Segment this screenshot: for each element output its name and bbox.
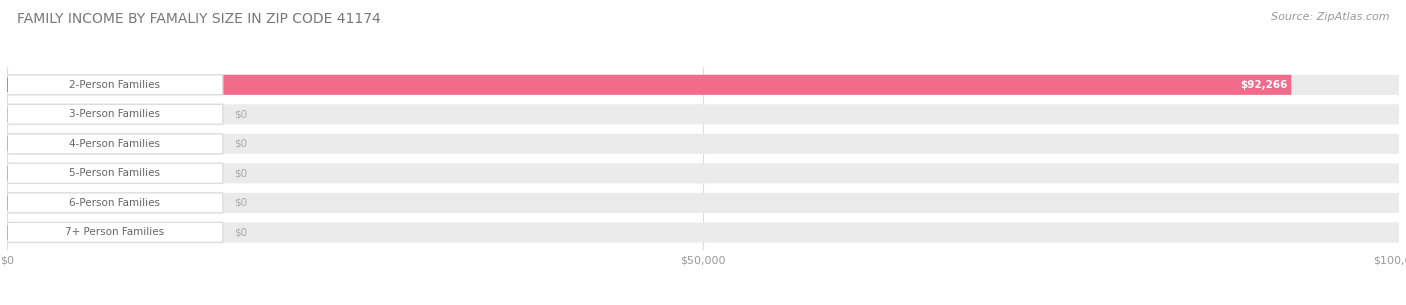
Text: 6-Person Families: 6-Person Families <box>69 198 160 208</box>
FancyBboxPatch shape <box>7 104 1399 124</box>
FancyBboxPatch shape <box>7 134 222 154</box>
Text: $92,266: $92,266 <box>1240 80 1286 90</box>
Text: 7+ Person Families: 7+ Person Families <box>65 228 165 237</box>
Text: $0: $0 <box>233 198 247 208</box>
Text: $0: $0 <box>233 139 247 149</box>
Text: 2-Person Families: 2-Person Families <box>69 80 160 90</box>
Text: FAMILY INCOME BY FAMALIY SIZE IN ZIP CODE 41174: FAMILY INCOME BY FAMALIY SIZE IN ZIP COD… <box>17 12 381 26</box>
FancyBboxPatch shape <box>7 75 1291 95</box>
FancyBboxPatch shape <box>7 75 1399 95</box>
Text: Source: ZipAtlas.com: Source: ZipAtlas.com <box>1271 12 1389 22</box>
FancyBboxPatch shape <box>7 193 1399 213</box>
Text: $0: $0 <box>233 228 247 237</box>
FancyBboxPatch shape <box>7 163 222 183</box>
Text: 3-Person Families: 3-Person Families <box>69 109 160 119</box>
FancyBboxPatch shape <box>7 163 1399 183</box>
Text: 5-Person Families: 5-Person Families <box>69 168 160 178</box>
Text: $0: $0 <box>233 168 247 178</box>
FancyBboxPatch shape <box>7 222 1399 242</box>
FancyBboxPatch shape <box>7 222 222 242</box>
FancyBboxPatch shape <box>7 134 1399 154</box>
FancyBboxPatch shape <box>7 75 222 95</box>
Text: $0: $0 <box>233 109 247 119</box>
FancyBboxPatch shape <box>7 104 222 124</box>
FancyBboxPatch shape <box>7 193 222 213</box>
Text: 4-Person Families: 4-Person Families <box>69 139 160 149</box>
